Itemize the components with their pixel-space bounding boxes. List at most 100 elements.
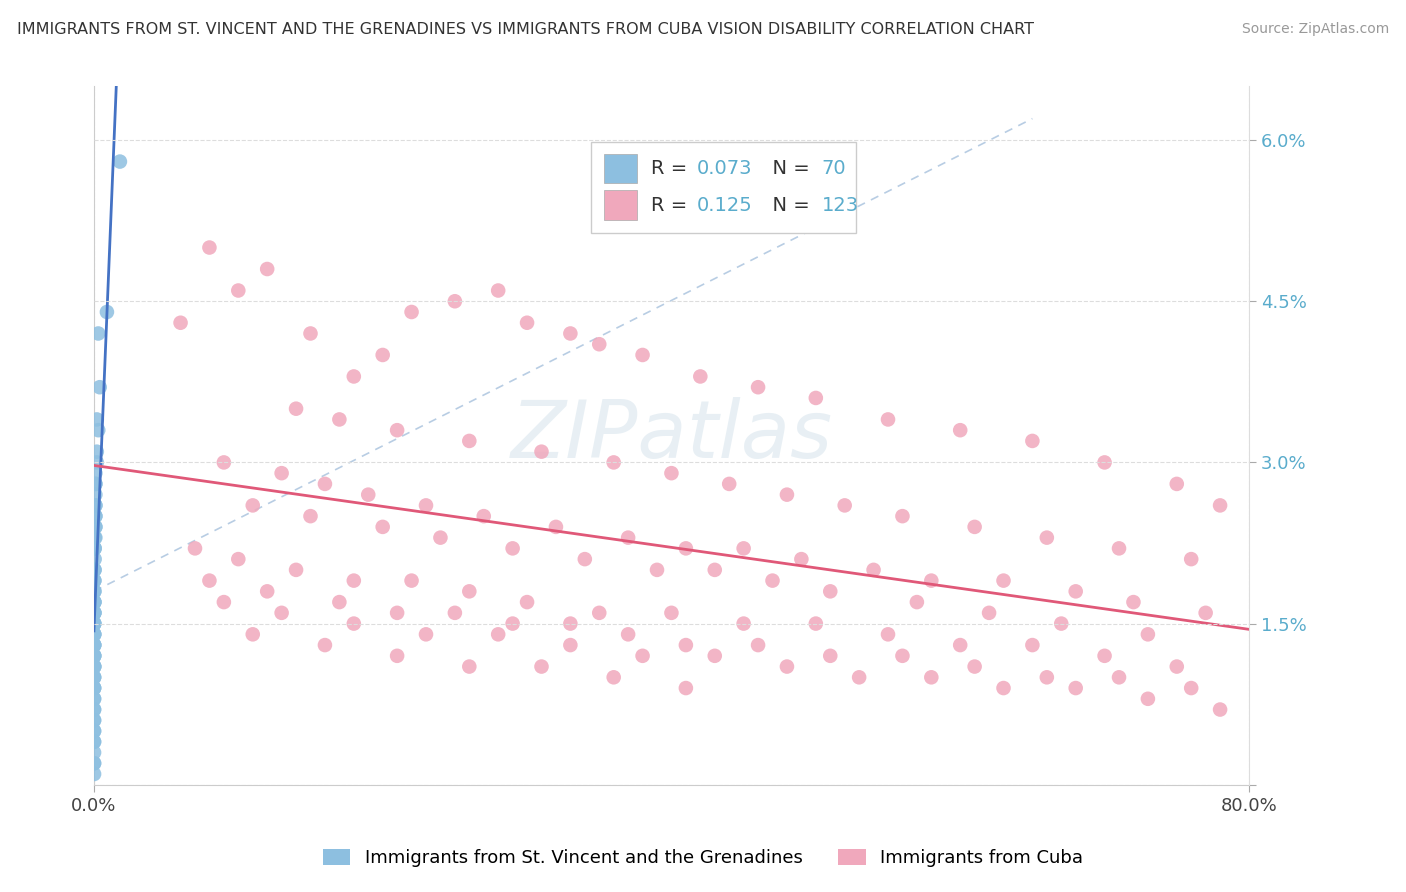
Point (299, 509, 322, 524)
Point (1036, 670, 1059, 684)
Point (862, 563, 884, 577)
Point (83, 702, 105, 716)
Point (314, 638, 336, 652)
Text: 0.073: 0.073 (697, 160, 752, 178)
Point (776, 488, 799, 502)
Point (328, 412, 350, 426)
Point (83, 735, 105, 749)
Point (458, 659, 481, 673)
Point (256, 584, 278, 599)
Point (357, 488, 380, 502)
Point (733, 541, 755, 556)
Point (226, 552, 249, 566)
Point (184, 541, 207, 556)
Point (86, 412, 108, 426)
Point (314, 476, 336, 491)
Point (1094, 648, 1116, 663)
Point (242, 499, 264, 513)
Point (1064, 584, 1087, 599)
Point (343, 574, 366, 588)
FancyBboxPatch shape (605, 154, 637, 184)
Point (83, 724, 105, 739)
Text: R =: R = (651, 195, 693, 215)
Point (169, 316, 191, 330)
Point (891, 648, 914, 663)
Point (401, 574, 423, 588)
Point (84, 509, 107, 524)
Point (790, 552, 813, 566)
Point (401, 305, 423, 319)
Point (83, 574, 105, 588)
Point (949, 423, 972, 437)
Point (83, 670, 105, 684)
Point (761, 574, 783, 588)
Point (834, 499, 856, 513)
Point (212, 455, 235, 469)
Point (560, 326, 582, 341)
Legend: Immigrants from St. Vincent and the Grenadines, Immigrants from Cuba: Immigrants from St. Vincent and the Gren… (316, 841, 1090, 874)
Point (963, 659, 986, 673)
Point (270, 606, 292, 620)
Point (675, 681, 697, 695)
Point (848, 670, 870, 684)
Point (1166, 476, 1188, 491)
Point (83, 552, 105, 566)
Point (1195, 606, 1218, 620)
Text: N =: N = (761, 160, 817, 178)
Point (530, 444, 553, 458)
Point (285, 563, 308, 577)
Point (1108, 541, 1130, 556)
Point (83, 670, 105, 684)
Text: IMMIGRANTS FROM ST. VINCENT AND THE GRENADINES VS IMMIGRANTS FROM CUBA VISION DI: IMMIGRANTS FROM ST. VINCENT AND THE GREN… (17, 22, 1033, 37)
Point (617, 531, 640, 545)
Point (920, 574, 942, 588)
Point (86, 455, 108, 469)
Point (242, 627, 264, 641)
Point (84, 520, 107, 534)
Point (83, 713, 105, 727)
Point (877, 627, 900, 641)
Point (83, 627, 105, 641)
Point (689, 369, 711, 384)
Point (820, 648, 842, 663)
Point (385, 423, 408, 437)
Point (84, 476, 107, 491)
Point (1108, 670, 1130, 684)
Point (83, 574, 105, 588)
Point (87, 423, 110, 437)
Point (1180, 681, 1202, 695)
Point (299, 326, 322, 341)
Point (560, 616, 582, 631)
Point (226, 284, 249, 298)
Point (83, 595, 105, 609)
Point (617, 627, 640, 641)
Point (820, 584, 842, 599)
Point (891, 509, 914, 524)
Point (1180, 552, 1202, 566)
Point (256, 262, 278, 277)
Point (415, 627, 437, 641)
Point (83, 681, 105, 695)
Point (588, 337, 610, 351)
Point (516, 595, 538, 609)
Point (949, 638, 972, 652)
Point (83, 756, 105, 771)
Point (83, 735, 105, 749)
Point (83, 595, 105, 609)
Point (83, 563, 105, 577)
Text: ZIPatlas: ZIPatlas (510, 397, 832, 475)
Point (631, 348, 654, 362)
Point (502, 616, 524, 631)
Point (343, 616, 366, 631)
Point (83, 746, 105, 760)
Point (602, 670, 624, 684)
Point (905, 595, 928, 609)
Point (444, 606, 467, 620)
Point (444, 294, 467, 309)
FancyBboxPatch shape (605, 190, 637, 219)
Point (343, 369, 366, 384)
Point (703, 563, 725, 577)
Point (83, 616, 105, 631)
Point (285, 401, 308, 416)
Point (977, 606, 1000, 620)
